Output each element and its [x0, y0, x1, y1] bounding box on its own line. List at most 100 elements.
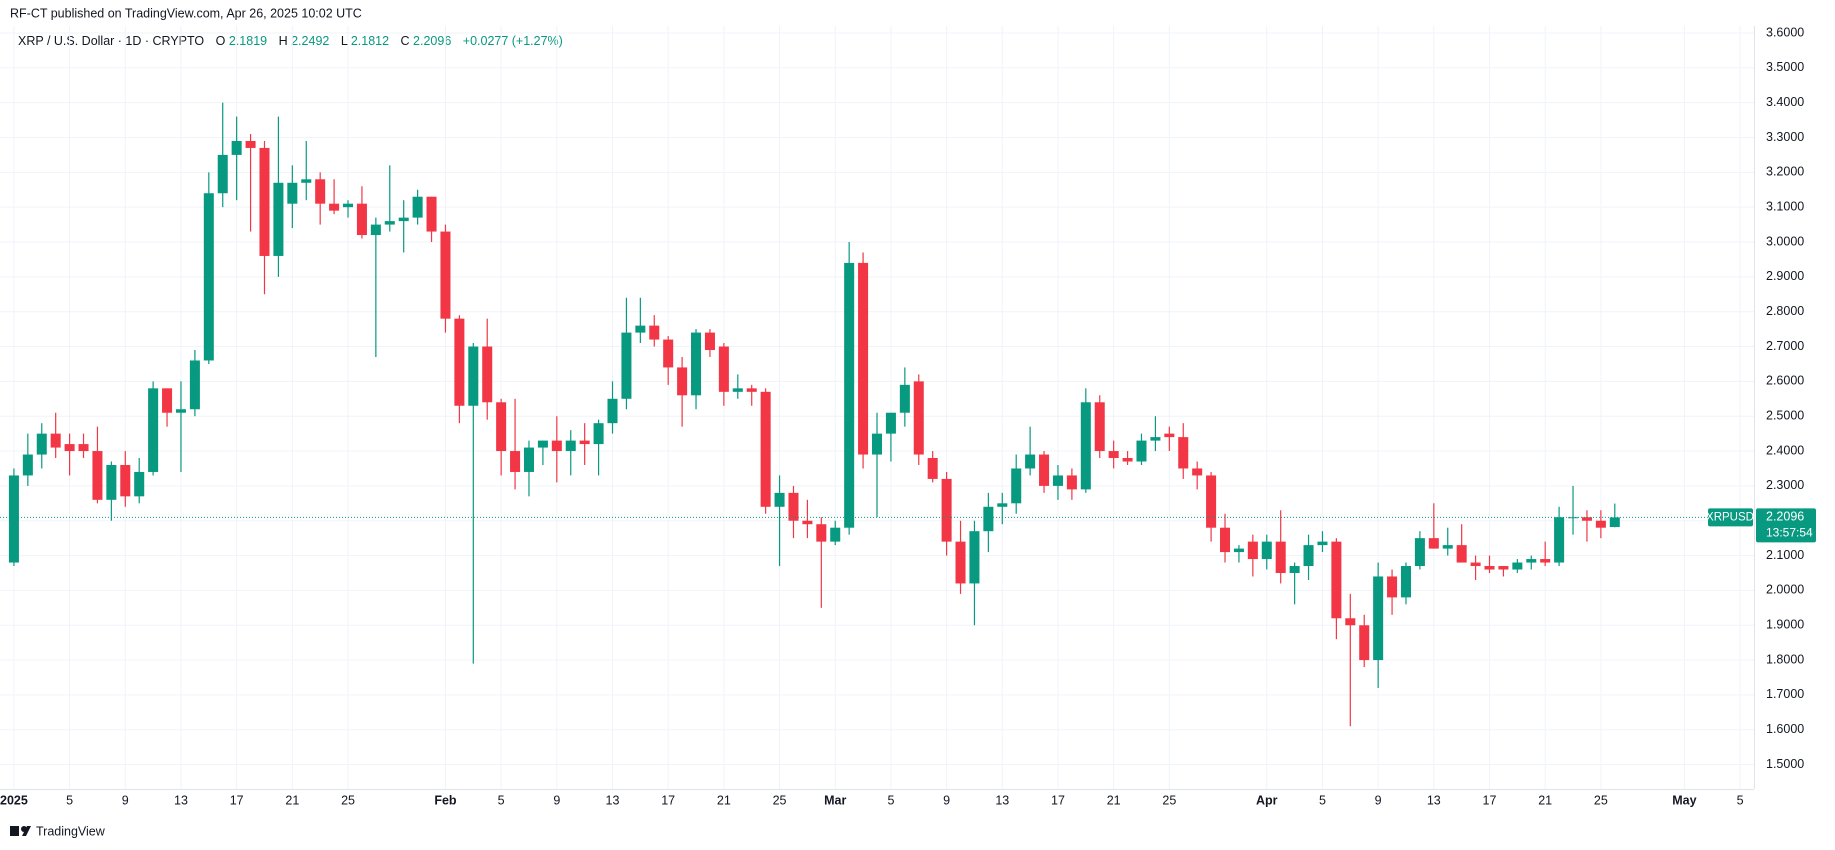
- candle-body: [454, 318, 465, 406]
- candle-body: [468, 346, 479, 406]
- ohlc-label: L: [341, 34, 348, 48]
- candle-body: [78, 444, 89, 452]
- candle-body: [1373, 576, 1384, 661]
- x-tick-label: 9: [1375, 793, 1382, 807]
- symbol-tag-bg: [1708, 508, 1753, 527]
- candle-body: [746, 388, 757, 392]
- candle-body: [1136, 440, 1147, 462]
- candle-body: [1052, 475, 1063, 486]
- candle-body: [607, 398, 618, 424]
- y-tick-label: 2.1000: [1766, 548, 1804, 562]
- x-tick-label: 9: [122, 793, 129, 807]
- candle-body: [551, 440, 562, 452]
- candle-body: [1122, 458, 1133, 462]
- candle-body: [1025, 454, 1036, 469]
- candle-body: [1442, 545, 1453, 549]
- publish-header: RF-CT published on TradingView.com, Apr …: [10, 6, 362, 20]
- candle-body: [913, 381, 924, 455]
- candle-body: [1011, 468, 1022, 504]
- candle-body: [1233, 548, 1244, 553]
- x-tick-label: 17: [230, 793, 244, 807]
- candle-body: [398, 217, 409, 222]
- y-tick-label: 1.9000: [1766, 618, 1804, 632]
- candle-body: [343, 203, 354, 208]
- x-tick-label: 5: [887, 793, 894, 807]
- candle-body: [217, 154, 228, 194]
- candle-body: [426, 196, 437, 232]
- candle-body: [523, 447, 534, 472]
- candle-body: [175, 409, 186, 413]
- candle-body: [1568, 517, 1579, 519]
- candle-body: [718, 346, 729, 392]
- y-tick-label: 2.3000: [1766, 478, 1804, 492]
- ohlc-label: H: [279, 34, 288, 48]
- countdown-tag: 13:57:54: [1766, 526, 1813, 540]
- high-value: 2.2492: [291, 34, 329, 48]
- y-tick-label: 3.4000: [1766, 95, 1804, 109]
- candle-body: [927, 458, 938, 479]
- candle-body: [1039, 454, 1050, 486]
- ohlc-label: O: [216, 34, 226, 48]
- x-tick-label: 25: [1594, 793, 1608, 807]
- candle-body: [148, 388, 159, 472]
- symbol-tag: XRPUSD: [1706, 511, 1754, 523]
- candle-body: [384, 221, 395, 225]
- y-tick-label: 3.2000: [1766, 165, 1804, 179]
- x-tick-label: Feb: [434, 793, 457, 807]
- candle-body: [189, 360, 200, 410]
- candle-body: [1317, 541, 1328, 546]
- candle-body: [120, 464, 131, 497]
- candle-body: [1066, 475, 1077, 490]
- candle-body: [997, 503, 1008, 507]
- candle-body: [1456, 545, 1467, 563]
- y-tick-label: 1.8000: [1766, 652, 1804, 666]
- axes: 1.5000 1.6000 1.7000 1.8000 1.9000 2.0000 2.10…: [0, 25, 1816, 807]
- x-tick-label: 25: [773, 793, 787, 807]
- candle-body: [1247, 541, 1258, 560]
- candle-body: [844, 262, 855, 528]
- candle-body: [134, 471, 145, 497]
- candle-body: [1345, 618, 1356, 626]
- candle-body: [677, 367, 688, 396]
- footer-logo: [10, 826, 31, 836]
- x-tick-label: 5: [66, 793, 73, 807]
- candle-body: [649, 325, 660, 340]
- x-tick-label: 25: [1162, 793, 1176, 807]
- candle-body: [273, 182, 284, 256]
- candle-body: [593, 423, 604, 445]
- ohlc-header: XRP / U.S. Dollar · 1D · CRYPTO O 2.1819…: [18, 34, 563, 48]
- candle-body: [245, 140, 256, 148]
- candle-body: [941, 478, 952, 542]
- low-value: 2.1812: [351, 34, 389, 48]
- candle-body: [704, 332, 715, 351]
- candle-body: [301, 179, 312, 183]
- price-tag: 2.2096: [1766, 510, 1804, 524]
- candle-body: [106, 464, 117, 500]
- candle-body: [1108, 451, 1119, 459]
- y-tick-label: 3.6000: [1766, 25, 1804, 39]
- change-value: +0.0277 (+1.27%): [463, 34, 563, 48]
- y-tick-label: 1.7000: [1766, 687, 1804, 701]
- candle-body: [1359, 625, 1370, 661]
- candle-body: [788, 492, 799, 521]
- x-tick-label: 9: [553, 793, 560, 807]
- x-tick-label: 13: [995, 793, 1009, 807]
- candle-body: [1150, 437, 1161, 441]
- candle-body: [482, 346, 493, 403]
- candle-body: [50, 433, 61, 448]
- candle-body: [315, 179, 326, 204]
- candle-body: [1428, 538, 1439, 549]
- candle-body: [1540, 559, 1551, 563]
- candle-body: [1275, 541, 1286, 573]
- candle-body: [621, 332, 632, 399]
- y-tick-label: 2.8000: [1766, 304, 1804, 318]
- candle-body: [969, 531, 980, 584]
- candle-body: [1470, 562, 1481, 567]
- x-tick-label: 21: [1107, 793, 1121, 807]
- x-tick-label: 25: [341, 793, 355, 807]
- candle-body: [412, 196, 423, 218]
- price-tag-bg: [1756, 508, 1816, 543]
- candle-body: [1080, 402, 1091, 490]
